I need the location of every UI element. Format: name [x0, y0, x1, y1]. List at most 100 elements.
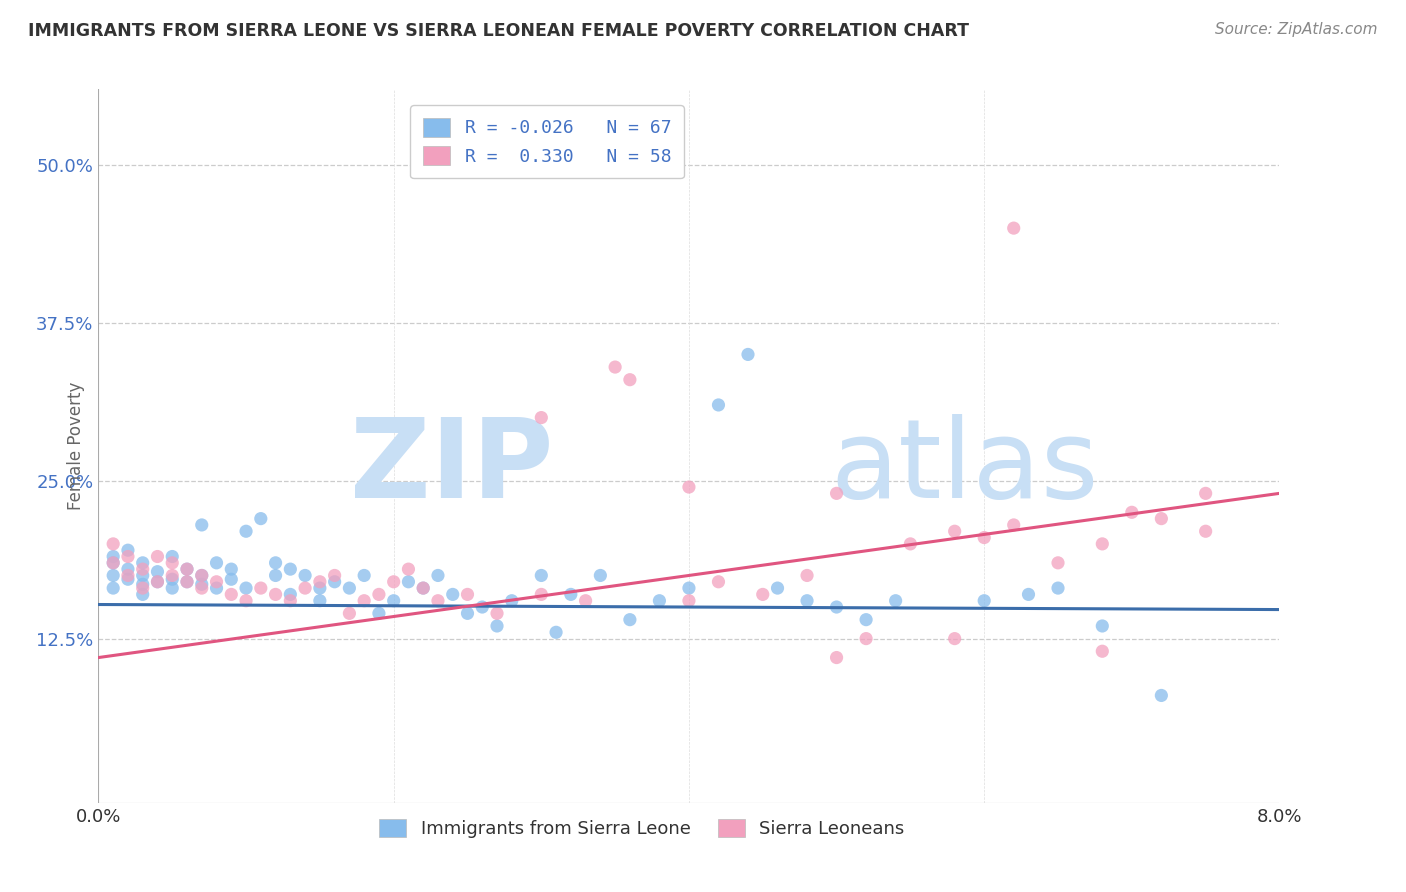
- Point: [412, 581, 434, 595]
- Point: [117, 549, 139, 564]
- Point: [309, 574, 332, 589]
- Point: [309, 593, 332, 607]
- Point: [943, 632, 966, 646]
- Point: [103, 556, 125, 570]
- Point: [1150, 511, 1173, 525]
- Point: [221, 572, 243, 586]
- Point: [191, 568, 214, 582]
- Point: [589, 568, 612, 582]
- Point: [457, 587, 479, 601]
- Point: [250, 581, 273, 595]
- Point: [221, 562, 243, 576]
- Point: [103, 581, 125, 595]
- Point: [707, 574, 730, 589]
- Point: [205, 574, 228, 589]
- Point: [1046, 556, 1070, 570]
- Point: [353, 568, 375, 582]
- Point: [855, 632, 877, 646]
- Point: [973, 531, 995, 545]
- Point: [678, 480, 700, 494]
- Point: [1150, 689, 1173, 703]
- Point: [221, 587, 243, 601]
- Text: IMMIGRANTS FROM SIERRA LEONE VS SIERRA LEONEAN FEMALE POVERTY CORRELATION CHART: IMMIGRANTS FROM SIERRA LEONE VS SIERRA L…: [28, 22, 969, 40]
- Point: [264, 587, 287, 601]
- Point: [353, 593, 375, 607]
- Point: [678, 593, 700, 607]
- Point: [398, 562, 420, 576]
- Point: [707, 398, 730, 412]
- Y-axis label: Female Poverty: Female Poverty: [66, 382, 84, 510]
- Point: [132, 577, 155, 591]
- Point: [368, 607, 391, 621]
- Point: [162, 556, 183, 570]
- Point: [1002, 221, 1025, 235]
- Point: [294, 568, 316, 582]
- Point: [648, 593, 671, 607]
- Text: ZIP: ZIP: [350, 414, 553, 521]
- Point: [382, 574, 405, 589]
- Text: atlas: atlas: [831, 414, 1099, 521]
- Point: [605, 360, 627, 375]
- Point: [752, 587, 775, 601]
- Point: [501, 593, 523, 607]
- Point: [546, 625, 568, 640]
- Point: [1002, 517, 1025, 532]
- Point: [176, 574, 198, 589]
- Point: [103, 549, 125, 564]
- Point: [250, 511, 273, 525]
- Point: [235, 581, 257, 595]
- Point: [1091, 619, 1114, 633]
- Point: [132, 587, 155, 601]
- Point: [530, 410, 553, 425]
- Point: [132, 581, 155, 595]
- Point: [1046, 581, 1070, 595]
- Point: [1091, 537, 1114, 551]
- Point: [1091, 644, 1114, 658]
- Point: [323, 574, 346, 589]
- Point: [943, 524, 966, 539]
- Point: [973, 593, 995, 607]
- Point: [412, 581, 434, 595]
- Point: [1195, 486, 1218, 500]
- Point: [191, 581, 214, 595]
- Point: [176, 562, 198, 576]
- Point: [796, 593, 818, 607]
- Point: [280, 587, 302, 601]
- Point: [339, 607, 361, 621]
- Point: [309, 581, 332, 595]
- Point: [264, 556, 287, 570]
- Point: [117, 568, 139, 582]
- Point: [162, 549, 183, 564]
- Point: [235, 524, 257, 539]
- Point: [103, 568, 125, 582]
- Point: [1121, 505, 1143, 519]
- Point: [162, 572, 183, 586]
- Point: [441, 587, 464, 601]
- Point: [530, 587, 553, 601]
- Point: [205, 556, 228, 570]
- Point: [280, 593, 302, 607]
- Point: [146, 574, 169, 589]
- Point: [486, 619, 509, 633]
- Point: [191, 517, 214, 532]
- Point: [471, 600, 494, 615]
- Point: [884, 593, 907, 607]
- Point: [339, 581, 361, 595]
- Point: [575, 593, 598, 607]
- Point: [132, 556, 155, 570]
- Point: [146, 574, 169, 589]
- Point: [457, 607, 479, 621]
- Point: [825, 486, 848, 500]
- Point: [486, 607, 509, 621]
- Point: [132, 568, 155, 582]
- Point: [264, 568, 287, 582]
- Point: [294, 581, 316, 595]
- Point: [1018, 587, 1040, 601]
- Point: [382, 593, 405, 607]
- Point: [117, 562, 139, 576]
- Point: [796, 568, 818, 582]
- Point: [427, 593, 450, 607]
- Point: [103, 537, 125, 551]
- Point: [737, 347, 759, 361]
- Point: [117, 572, 139, 586]
